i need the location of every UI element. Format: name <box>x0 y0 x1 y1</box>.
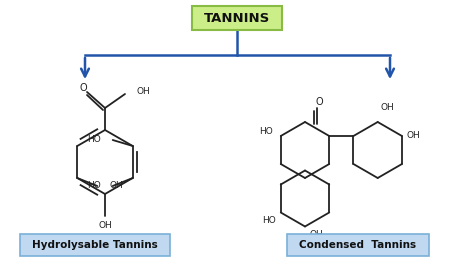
Text: HO: HO <box>259 127 273 135</box>
FancyBboxPatch shape <box>287 234 429 256</box>
Text: Hydrolysable Tannins: Hydrolysable Tannins <box>32 240 158 250</box>
Text: Condensed  Tannins: Condensed Tannins <box>300 240 417 250</box>
Text: HO: HO <box>87 182 100 190</box>
Text: O: O <box>315 97 323 107</box>
Text: OH: OH <box>109 182 123 190</box>
Text: HO: HO <box>262 216 276 225</box>
FancyBboxPatch shape <box>192 6 282 30</box>
Text: OH: OH <box>407 132 421 140</box>
Text: OH: OH <box>310 230 324 239</box>
Text: TANNINS: TANNINS <box>204 12 270 25</box>
Text: OH: OH <box>381 103 394 112</box>
Text: OH: OH <box>98 221 112 231</box>
Text: O: O <box>79 83 87 93</box>
Text: OH: OH <box>137 88 151 96</box>
FancyBboxPatch shape <box>20 234 170 256</box>
Text: HO: HO <box>87 135 100 145</box>
